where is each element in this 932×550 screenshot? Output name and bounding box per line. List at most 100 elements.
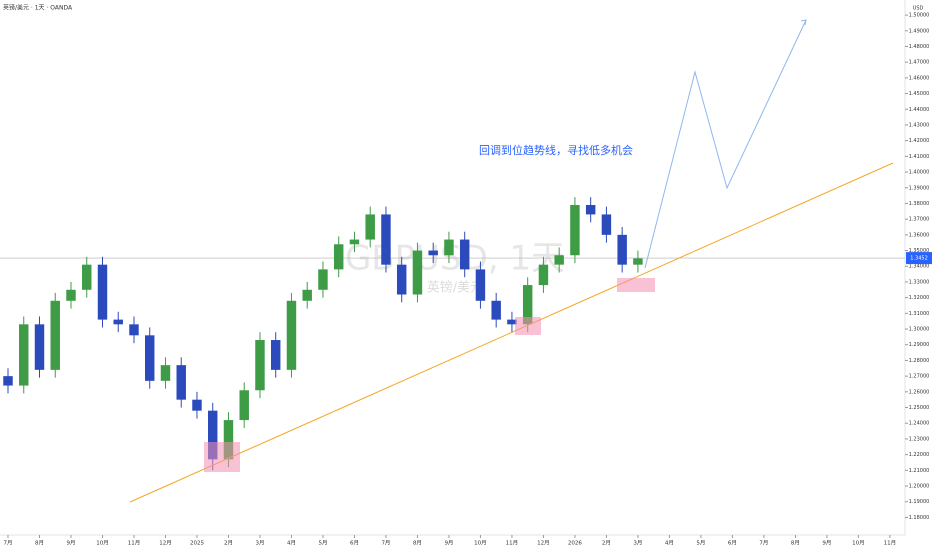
x-tick-label: 8月 (791, 540, 800, 547)
y-tick-label: 1.42000 (909, 138, 930, 144)
candle-body (365, 214, 375, 240)
candle-body (82, 264, 92, 290)
x-tick-label: 2025 (190, 541, 204, 547)
annotation: 回调到位趋势线，寻找低多机会 (479, 143, 633, 157)
y-tick-label: 1.23000 (909, 436, 930, 442)
y-tick-label: 1.35000 (909, 248, 930, 254)
y-tick-label: 1.33000 (909, 279, 930, 285)
y-tick-label: 1.28000 (909, 358, 930, 364)
symbol-line: 英镑/美元 · 1天 · OANDA (3, 4, 73, 12)
y-tick-label: 1.50000 (909, 13, 930, 19)
candle-body (113, 319, 123, 325)
x-tick-label: 12月 (537, 540, 550, 547)
y-tick-label: 1.44000 (909, 107, 930, 113)
y-tick-label: 1.18000 (909, 515, 930, 521)
support-box (204, 442, 240, 472)
candle-body (176, 365, 186, 400)
candle-body (302, 289, 312, 301)
candle-body (349, 239, 360, 245)
x-tick-label: 5月 (318, 540, 327, 547)
y-tick-label: 1.21000 (909, 468, 930, 474)
candle-body (318, 269, 328, 290)
candle-body (491, 300, 501, 320)
candle-body (270, 340, 281, 370)
x-tick-label: 11月 (506, 540, 519, 547)
y-tick-label: 1.27000 (909, 374, 930, 380)
x-tick-label: 7月 (381, 540, 390, 547)
candle-body (129, 324, 139, 336)
y-tick-label: 1.46000 (909, 75, 930, 81)
candle-body (585, 205, 596, 215)
candle-body (396, 264, 407, 295)
y-tick-label: 1.49000 (909, 28, 930, 34)
y-tick-label: 1.43000 (909, 122, 930, 128)
x-tick-label: 7月 (759, 540, 768, 547)
y-tick-label: 1.38000 (909, 201, 930, 207)
candle-body (50, 300, 60, 370)
x-tick-label: 9月 (444, 540, 453, 547)
candle-body (381, 214, 391, 265)
price-axis (905, 0, 932, 535)
x-tick-label: 5月 (696, 540, 705, 547)
watermark-sub: 英镑/美元 (427, 280, 483, 296)
candle-body (192, 399, 202, 411)
candle-body (97, 264, 108, 320)
y-tick-label: 1.40000 (909, 170, 930, 176)
y-tick-label: 1.22000 (909, 452, 930, 458)
projection-path (644, 19, 807, 269)
y-tick-label: 1.45000 (909, 91, 930, 97)
support-box (617, 278, 655, 292)
y-tick-label: 1.31000 (909, 311, 930, 317)
trend-line (129, 162, 894, 503)
x-tick-label: 3月 (255, 540, 264, 547)
candle-body (522, 285, 533, 325)
x-tick-label: 9月 (822, 540, 831, 547)
last-price-label: 1.3452 (910, 256, 928, 262)
candle-body (412, 250, 423, 295)
x-tick-label: 12月 (159, 540, 172, 547)
candle-body (459, 239, 470, 270)
x-tick-label: 11月 (884, 540, 897, 547)
x-tick-label: 9月 (66, 540, 75, 547)
candle-body (286, 300, 297, 370)
candle-body (34, 324, 45, 370)
candle-body (601, 214, 612, 235)
y-tick-label: 1.36000 (909, 232, 930, 238)
y-tick-label: 1.20000 (909, 484, 930, 490)
y-tick-label: 1.32000 (909, 295, 930, 301)
y-tick-label: 1.26000 (909, 389, 930, 395)
y-tick-label: 1.24000 (909, 421, 930, 427)
x-tick-label: 11月 (128, 540, 141, 547)
candle-body (554, 255, 564, 265)
x-tick-label: 2月 (224, 540, 233, 547)
candle-body (66, 289, 76, 301)
candle-body (444, 239, 454, 256)
plot (0, 197, 905, 471)
y-tick-label: 1.34000 (909, 264, 930, 270)
x-tick-label: 6月 (350, 540, 359, 547)
candle-body (538, 264, 549, 286)
y-tick-label: 1.41000 (909, 154, 930, 160)
candle-body (223, 420, 234, 460)
support-box (515, 317, 541, 335)
x-tick-label: 3月 (633, 540, 642, 547)
y-tick-label: 1.29000 (909, 342, 930, 348)
candle-body (333, 244, 344, 270)
x-tick-label: 10月 (852, 540, 865, 547)
candle-body (507, 319, 517, 325)
y-tick-label: 1.39000 (909, 185, 930, 191)
x-tick-label: 10月 (96, 540, 109, 547)
y-tick-label: 1.30000 (909, 327, 930, 333)
x-tick-label: 4月 (665, 540, 674, 547)
x-tick-label: 10月 (474, 540, 487, 547)
x-tick-label: 2026 (568, 541, 582, 547)
candle-body (19, 324, 29, 386)
y-tick-label: 1.25000 (909, 405, 930, 411)
currency: USD (913, 6, 924, 12)
x-tick-label: 6月 (728, 540, 737, 547)
candle-body (428, 250, 438, 256)
candle-body (617, 234, 627, 265)
candle-body (239, 390, 249, 421)
y-tick-label: 1.48000 (909, 44, 930, 50)
